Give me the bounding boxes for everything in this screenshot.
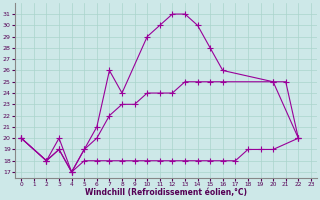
X-axis label: Windchill (Refroidissement éolien,°C): Windchill (Refroidissement éolien,°C) — [85, 188, 247, 197]
